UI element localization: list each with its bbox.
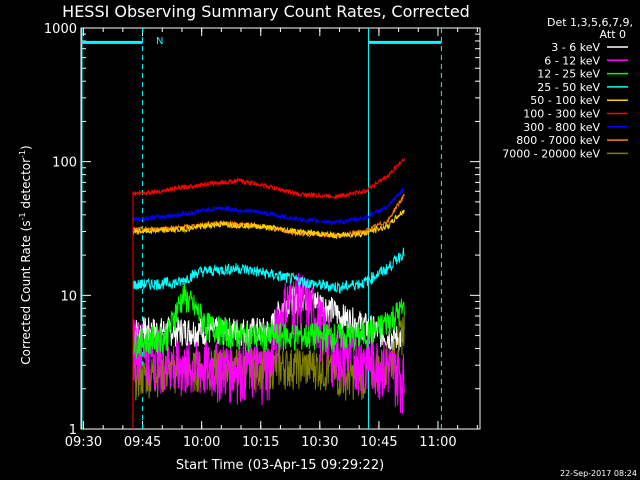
series-line	[132, 187, 405, 430]
tick-labels: 1 10 100 1000 09:30 09:45 10:00 10:15 10:30 10:45…	[44, 22, 457, 450]
legend-entry-label: 25 - 50 keV	[537, 81, 600, 94]
y-tick-label: 1	[69, 423, 77, 438]
series-line	[132, 158, 405, 430]
y-tick-label: 10	[60, 289, 77, 304]
legend-header-line-1: Det 1,3,5,6,7,9,	[547, 16, 633, 29]
y-tick-label: 1000	[44, 22, 77, 37]
x-tick-label: 09:45	[124, 435, 161, 450]
series-lines	[132, 158, 405, 430]
series-line	[132, 283, 405, 430]
legend-entry-label: 12 - 25 keV	[537, 68, 600, 81]
y-tick-label: 100	[52, 156, 77, 171]
chart-title: HESSI Observing Summary Count Rates, Cor…	[62, 2, 470, 21]
x-tick-label: 10:45	[360, 435, 397, 450]
legend-header-line-2: Att 0	[600, 28, 626, 41]
x-tick-label: 11:00	[419, 435, 456, 450]
x-axis-label: Start Time (03-Apr-15 09:29:22)	[176, 458, 384, 473]
night-marker: N	[156, 36, 163, 47]
y-axis-label: Corrected Count Rate (s-1 detector-1)	[18, 145, 33, 364]
x-tick-label: 09:30	[65, 435, 102, 450]
footer-date: 22-Sep-2017 08:24	[560, 469, 637, 478]
legend-entry-label: 6 - 12 keV	[544, 54, 600, 67]
legend-entry-label: 7000 - 20000 keV	[502, 147, 600, 160]
x-tick-label: 10:30	[301, 435, 338, 450]
legend-entry-label: 300 - 800 keV	[523, 121, 600, 134]
legend-entry-label: 3 - 6 keV	[551, 41, 600, 54]
series-line	[132, 247, 405, 430]
series-line	[132, 209, 405, 430]
legend-entry-label: 800 - 7000 keV	[516, 134, 600, 147]
legend-entry-label: 50 - 100 keV	[530, 94, 600, 107]
x-tick-label: 10:00	[183, 435, 220, 450]
x-tick-label: 10:15	[242, 435, 279, 450]
series-line	[132, 272, 405, 430]
plot-axes	[80, 27, 481, 430]
legend-entry-label: 100 - 300 keV	[523, 108, 600, 121]
